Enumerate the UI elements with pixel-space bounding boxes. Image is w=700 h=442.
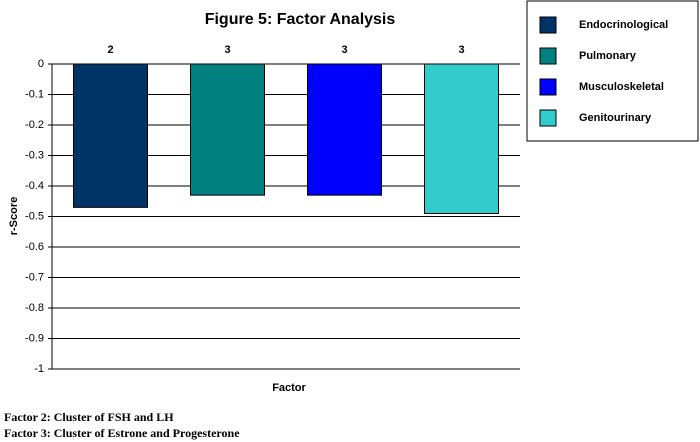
y-tick-label: -0.6	[25, 241, 44, 253]
bar	[73, 63, 148, 208]
y-tick-label: -0.8	[25, 302, 44, 314]
chart-title: Figure 5: Factor Analysis	[205, 11, 396, 28]
footnote: Factor 3: Cluster of Estrone and Progest…	[4, 426, 240, 440]
y-tick-label: -1	[34, 363, 44, 375]
legend-label: Musculoskeletal	[579, 81, 664, 93]
bar	[190, 63, 265, 196]
bar-label: 2	[107, 44, 113, 56]
y-tick-label: -0.2	[25, 119, 44, 131]
legend-label: Pulmonary	[579, 50, 637, 62]
bar-label: 3	[341, 44, 347, 56]
x-axis-label: Factor	[272, 382, 306, 394]
y-tick-label: -0.4	[25, 180, 44, 192]
bar	[424, 63, 499, 214]
legend-swatch	[539, 78, 557, 96]
bar	[307, 63, 382, 196]
y-tick-label: -0.5	[25, 210, 44, 222]
footnote: Factor 2: Cluster of FSH and LH	[4, 410, 174, 424]
bar-label: 3	[458, 44, 464, 56]
y-tick-label: -0.1	[25, 88, 44, 100]
bar-label: 3	[224, 44, 230, 56]
y-tick-label: -0.3	[25, 149, 44, 161]
y-tick-label: 0	[38, 58, 44, 70]
y-tick-label: -0.9	[25, 332, 44, 344]
legend-swatch	[539, 47, 557, 65]
legend-label: Endocrinological	[579, 19, 668, 31]
y-tick-label: -0.7	[25, 271, 44, 283]
legend-swatch	[539, 109, 557, 127]
legend-swatch	[539, 16, 557, 34]
y-axis-label: r-Score	[8, 197, 20, 236]
legend-label: Genitourinary	[579, 112, 652, 124]
